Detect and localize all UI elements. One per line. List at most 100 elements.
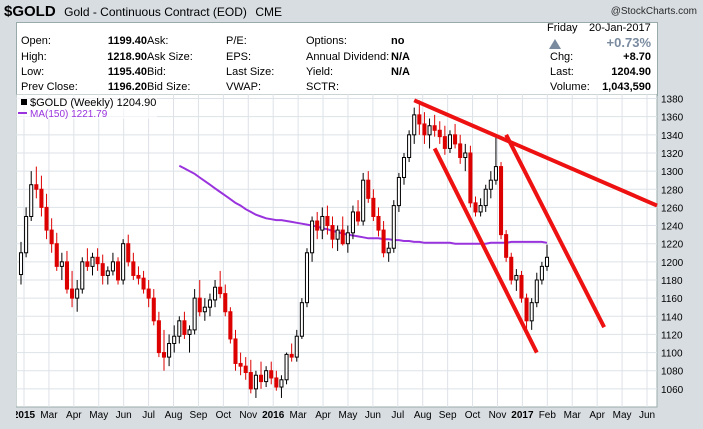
candle-body: [248, 372, 253, 390]
candle-body: [473, 202, 478, 213]
x-tick-label: Mar: [564, 410, 582, 421]
candle-body: [59, 261, 64, 267]
candle-body: [64, 261, 69, 290]
candle-body: [105, 270, 110, 276]
candle-body: [483, 188, 488, 207]
x-tick-label: Oct: [216, 410, 232, 421]
y-tick-label: 1380: [661, 95, 684, 106]
x-tick-label: Nov: [239, 410, 257, 421]
candle-body: [325, 215, 330, 227]
open-value: 1199.40: [107, 35, 147, 47]
y-tick-label: 1180: [661, 276, 683, 287]
pe-label: P/E:: [226, 35, 247, 47]
trend-line-channel-bottom: [432, 147, 539, 354]
candle-body: [294, 335, 299, 358]
candle-body: [509, 256, 514, 281]
candle-body: [514, 274, 519, 281]
candle-body: [151, 297, 156, 322]
candle-body: [136, 274, 141, 279]
candle-body: [253, 374, 258, 390]
candle-body: [284, 353, 289, 381]
trend-line-upper: [413, 98, 658, 208]
candle-body: [279, 379, 284, 388]
x-tick-label: Apr: [315, 410, 331, 421]
candle-body: [356, 211, 361, 222]
candle-body: [192, 297, 197, 331]
x-tick-label: Aug: [165, 410, 183, 421]
candle-body: [141, 277, 146, 290]
low-value: 1195.40: [107, 66, 147, 78]
chg-label: Chg:: [550, 51, 574, 63]
candle-body: [90, 256, 95, 267]
open-label: Open:: [21, 35, 51, 47]
candle-body: [320, 215, 325, 231]
candle-body: [269, 370, 274, 379]
candle-body: [361, 179, 366, 222]
x-tick-label: Jun: [365, 410, 381, 421]
x-tick-label: 2015: [16, 410, 36, 421]
legend-bg: [17, 95, 157, 119]
y-tick-label: 1120: [661, 330, 683, 341]
candle-body: [95, 256, 100, 265]
candlesticks: [18, 100, 550, 398]
candle-body: [187, 329, 192, 335]
x-tick-label: Nov: [489, 410, 507, 421]
annual-dividend-label: Annual Dividend:: [306, 51, 390, 63]
low-label: Low:: [21, 66, 45, 78]
y-tick-label: 1360: [661, 113, 684, 124]
y-tick-label: 1240: [661, 222, 684, 233]
ask-size-label: Ask Size:: [147, 51, 193, 63]
candle-body: [264, 370, 269, 383]
x-tick-label: Sep: [190, 410, 208, 421]
candle-body: [299, 302, 304, 337]
x-tick-label: Apr: [589, 410, 605, 421]
candle-body: [243, 365, 248, 374]
candle-body: [80, 261, 85, 290]
x-tick-label: 2017: [511, 410, 534, 421]
candle-body: [437, 129, 442, 138]
annual-dividend-value: N/A: [391, 51, 410, 63]
up-arrow-icon: [549, 39, 561, 49]
bid-size-label: Bid Size:: [147, 81, 191, 93]
candle-body: [39, 188, 44, 208]
description-label: Gold - Continuous Contract (EOD): [64, 5, 247, 19]
candle-body: [44, 206, 49, 231]
candle-body: [529, 302, 534, 322]
candle-body: [524, 297, 529, 322]
candle-body: [70, 288, 75, 299]
candle-body: [126, 243, 131, 263]
plot-area: [16, 94, 658, 408]
x-tick-label: Jul: [391, 410, 404, 421]
y-tick-label: 1200: [661, 258, 684, 269]
y-tick-label: 1100: [661, 349, 683, 360]
x-axis: 2015 Mar Apr May Jun Jul Aug Sep Oct Nov 2016 Mar Ap…: [16, 410, 655, 421]
candle-body: [345, 232, 350, 245]
volume-value: 1,043,590: [602, 81, 651, 93]
y-tick-label: 1060: [661, 385, 684, 396]
candle-body: [391, 205, 396, 249]
chg-value: +8.70: [623, 51, 651, 63]
candle-body: [24, 215, 29, 254]
candle-body: [417, 114, 422, 125]
candle-body: [197, 297, 202, 313]
y-tick-label: 1140: [661, 312, 683, 323]
candle-body: [202, 306, 207, 313]
candle-body: [177, 320, 182, 337]
y-tick-label: 1260: [661, 203, 684, 214]
y-tick-label: 1160: [661, 294, 683, 305]
candle-body: [304, 252, 310, 304]
candle-body: [376, 215, 381, 231]
x-tick-label: May: [89, 410, 108, 421]
candle-body: [75, 288, 80, 299]
candle-body: [146, 288, 151, 299]
candle-body: [544, 256, 550, 267]
vwap-label: VWAP:: [226, 81, 262, 93]
candle-body: [49, 229, 54, 245]
high-label: High:: [21, 51, 47, 63]
volume-label: Volume:: [550, 81, 590, 93]
candle-body: [161, 352, 167, 358]
candle-body: [213, 286, 218, 301]
candle-body: [407, 134, 412, 159]
x-tick-label: Apr: [66, 410, 82, 421]
y-tick-label: 1300: [661, 167, 684, 178]
